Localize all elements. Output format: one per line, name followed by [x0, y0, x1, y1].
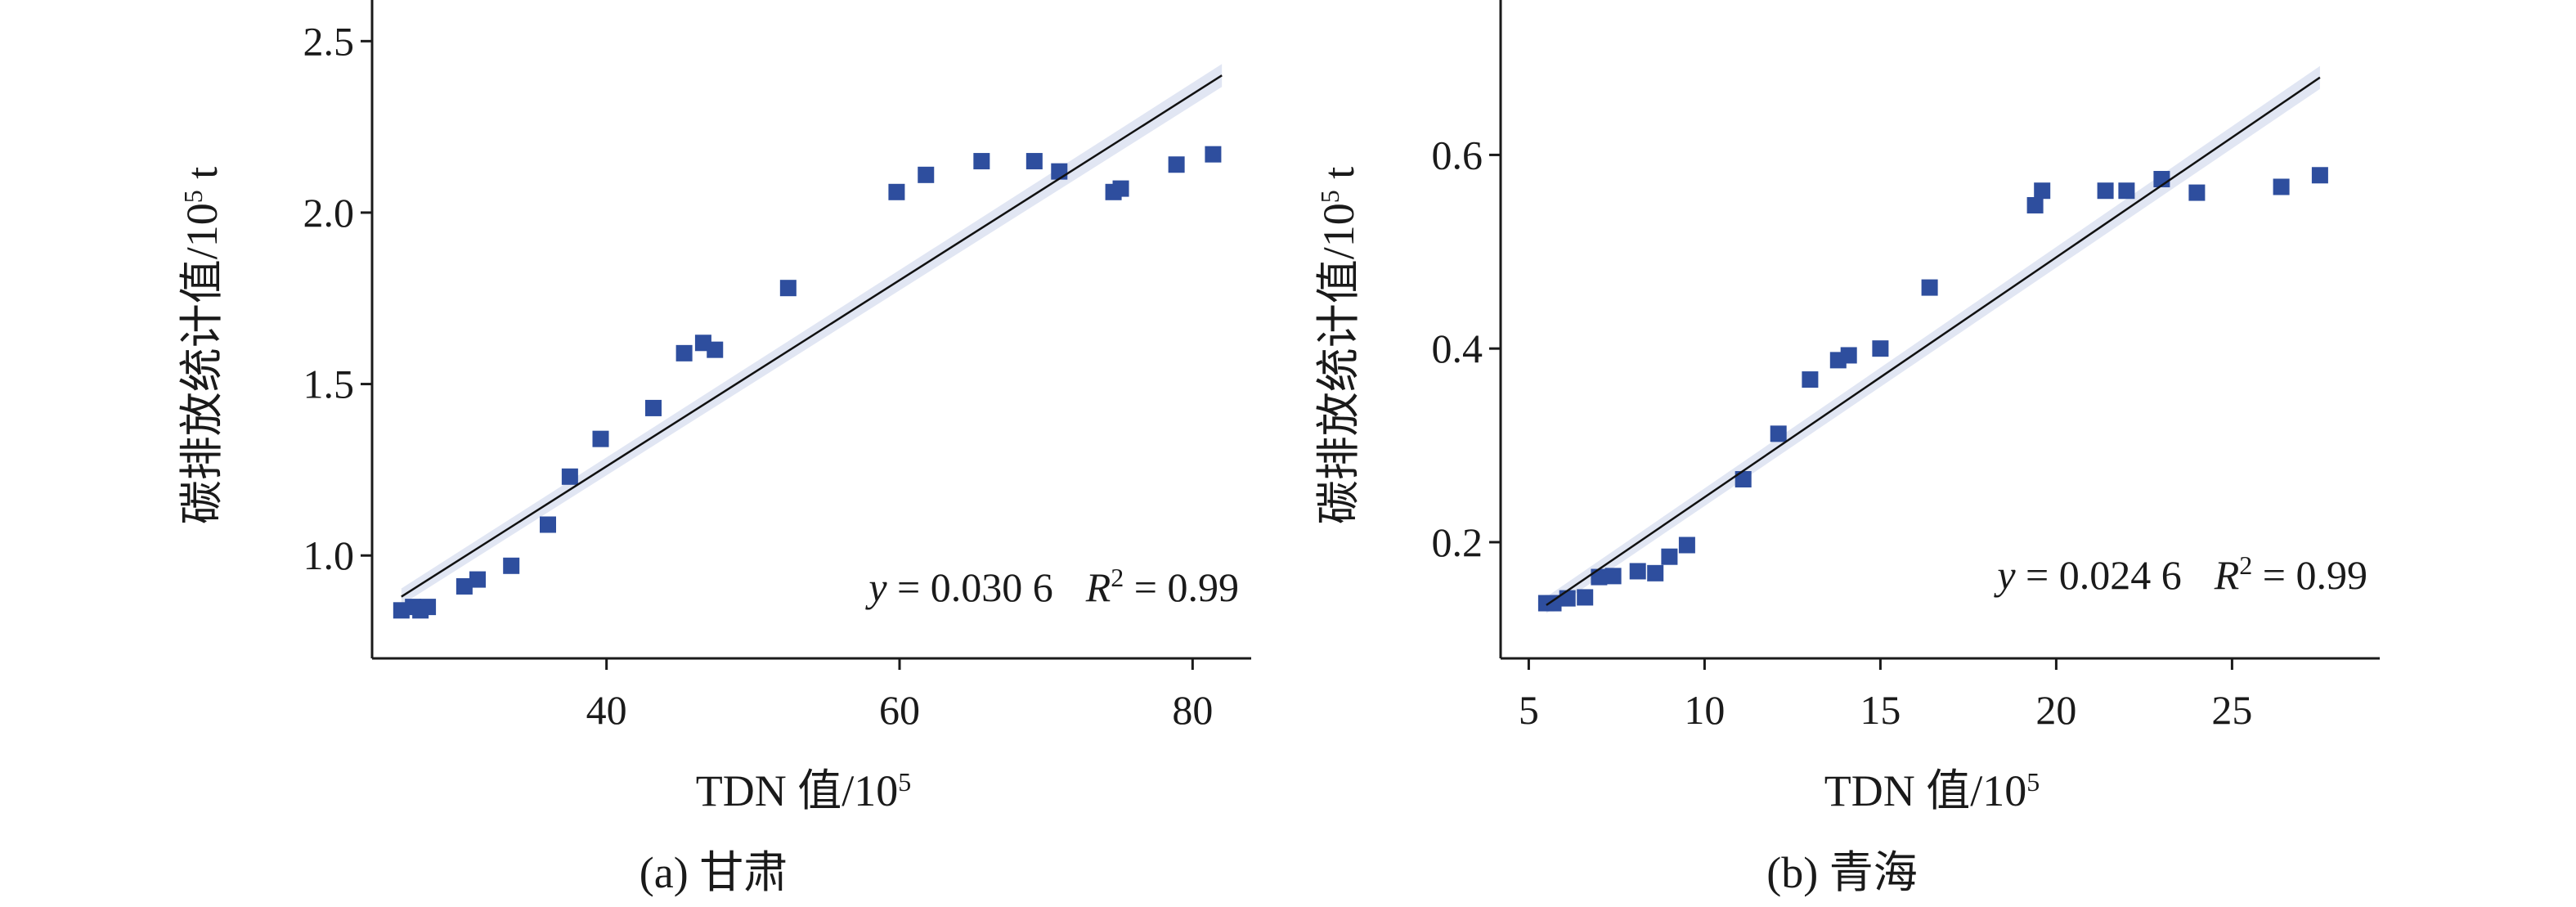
x-tick-label: 5 — [1519, 687, 1539, 733]
chart-panel-qinghai: 5 10 15 20 25 0.2 0.4 0.6 y = 0.024 6 R2 = 0.99… — [1314, 0, 2380, 897]
y-tick-label: 2.0 — [303, 190, 355, 236]
data-point — [592, 430, 609, 447]
x-tick-label: 20 — [2035, 687, 2076, 733]
data-point — [503, 557, 520, 574]
data-point — [469, 571, 486, 588]
x-axis-label-sup: 5 — [2026, 767, 2040, 797]
y-tick-label: 1.0 — [303, 532, 355, 578]
data-point — [1168, 156, 1185, 173]
y-tick-label: 0.4 — [1432, 326, 1483, 371]
data-point — [2034, 182, 2051, 200]
data-point — [2188, 184, 2206, 201]
y-tick-label: 2.5 — [303, 18, 355, 64]
x-tick-label: 15 — [1860, 687, 1901, 733]
r2-superscript: 2 — [2239, 550, 2252, 580]
y-axis-label-main: 碳排放统计值/10 — [177, 203, 227, 524]
data-point — [1872, 340, 1889, 357]
y-axis-label: 碳排放统计值/105 t — [1314, 167, 1363, 525]
r2-symbol: R — [2214, 552, 2240, 598]
y-axis-label-main: 碳排放统计值/10 — [1314, 203, 1363, 524]
y-tick-label: 0.6 — [1432, 132, 1483, 177]
x-axis-label: TDN 值/105 — [1824, 766, 2040, 815]
data-point — [1205, 146, 1222, 163]
x-axis-label-main: TDN 值/10 — [1824, 766, 2026, 815]
data-point — [1840, 347, 1857, 364]
y-axis-label-unit: t — [1314, 167, 1363, 191]
regression-line — [401, 74, 1223, 598]
x-tick-label: 10 — [1684, 687, 1725, 733]
data-point — [1591, 568, 1608, 586]
data-point — [2118, 182, 2135, 200]
x-axis-label-main: TDN 值/10 — [696, 766, 898, 815]
scatter-points — [393, 146, 1222, 619]
y-tick-label: 0.2 — [1432, 519, 1483, 565]
r2-superscript: 2 — [1111, 563, 1124, 592]
chart-panel-gansu: 40 60 80 1.0 1.5 2.0 2.5 y = 0.030 6 R2 = 0.99… — [177, 0, 1251, 897]
data-point — [2026, 196, 2044, 213]
data-point — [1647, 564, 1664, 581]
equation-rhs: = 0.024 6 — [2016, 552, 2182, 598]
axes — [370, 0, 1251, 660]
data-point — [973, 153, 990, 170]
data-point — [561, 468, 578, 485]
data-point — [1577, 589, 1594, 606]
data-point — [1629, 563, 1646, 580]
regression-line — [1546, 76, 2321, 606]
data-point — [779, 280, 797, 297]
data-point — [707, 341, 724, 358]
data-point — [1545, 595, 1562, 612]
data-point — [540, 516, 556, 533]
r2-value: = 0.99 — [1124, 564, 1239, 610]
y-axis-label: 碳排放统计值/105 t — [177, 167, 227, 525]
data-point — [1802, 371, 1819, 388]
data-point — [1025, 153, 1043, 170]
panel-caption: (b) 青海 — [1766, 848, 1917, 897]
r2-symbol: R — [1085, 564, 1111, 610]
data-point — [1661, 548, 1678, 565]
x-axis-label: TDN 值/105 — [696, 766, 911, 815]
x-tick-label: 80 — [1172, 687, 1213, 733]
y-axis-ticks: 1.0 1.5 2.0 2.5 — [303, 18, 372, 578]
data-point — [675, 344, 693, 361]
x-tick-label: 25 — [2211, 687, 2252, 733]
r2-value: = 0.99 — [2252, 552, 2367, 598]
data-point — [456, 577, 473, 595]
data-point — [1559, 590, 1576, 607]
y-axis-label-sup: 5 — [1315, 190, 1344, 203]
data-point — [1604, 568, 1622, 585]
data-point — [1770, 425, 1787, 442]
data-point — [918, 166, 935, 183]
x-tick-label: 60 — [879, 687, 920, 733]
data-point — [1921, 279, 1938, 296]
panel-caption: (a) 甘肃 — [640, 848, 788, 897]
scatter-points — [1537, 167, 2328, 612]
confidence-band — [401, 64, 1223, 605]
x-axis-label-sup: 5 — [898, 767, 911, 797]
data-point — [1678, 537, 1695, 554]
data-point — [2273, 178, 2290, 195]
regression-equation: y = 0.024 6 R2 = 0.99 — [1993, 550, 2367, 598]
data-point — [2311, 167, 2328, 184]
equation-lhs: y — [864, 564, 887, 610]
data-point — [1735, 470, 1752, 487]
y-axis-label-sup: 5 — [178, 190, 208, 203]
y-axis-ticks: 0.2 0.4 0.6 — [1432, 132, 1501, 565]
data-point — [645, 399, 662, 416]
x-axis-ticks: 40 60 80 — [586, 658, 1213, 733]
data-point — [1051, 163, 1068, 180]
regression-equation: y = 0.030 6 R2 = 0.99 — [864, 563, 1239, 610]
data-point — [888, 183, 905, 200]
data-point — [420, 599, 437, 616]
data-point — [1112, 180, 1129, 197]
x-tick-label: 40 — [586, 687, 627, 733]
data-point — [2097, 182, 2114, 200]
confidence-band — [1546, 65, 2320, 613]
y-tick-label: 1.5 — [303, 361, 355, 407]
equation-lhs: y — [1993, 552, 2016, 598]
equation-rhs: = 0.030 6 — [887, 564, 1053, 610]
y-axis-label-unit: t — [177, 167, 227, 191]
x-axis-ticks: 5 10 15 20 25 — [1519, 658, 2252, 733]
